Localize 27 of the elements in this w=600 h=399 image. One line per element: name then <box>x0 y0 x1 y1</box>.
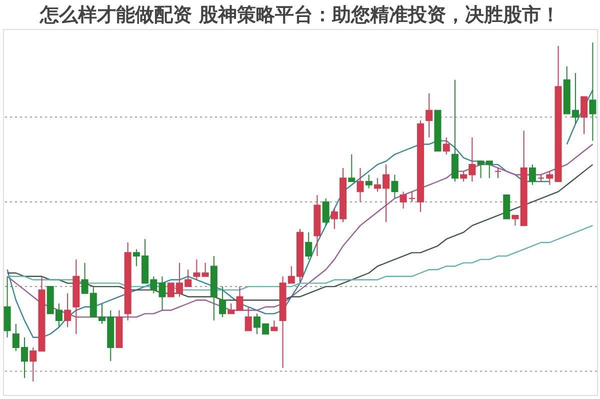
candlestick <box>348 154 356 182</box>
candlestick <box>451 79 458 182</box>
candlestick <box>494 167 502 179</box>
chart-title: 怎么样才能做配资 股神策略平台：助您精准投资，决胜股市！ <box>39 4 560 26</box>
candlestick <box>4 276 11 338</box>
candlestick <box>408 191 416 202</box>
candlestick <box>426 92 433 138</box>
candlestick <box>64 292 72 328</box>
candlestick <box>219 286 226 318</box>
candlestick <box>270 320 278 332</box>
candlestick <box>305 232 312 260</box>
candlestick <box>244 306 252 332</box>
candlestick <box>400 191 407 210</box>
candlestick <box>365 174 372 189</box>
candlestick <box>193 258 200 280</box>
candlestick <box>202 262 209 277</box>
candlestick <box>580 96 588 135</box>
candlestick <box>512 214 519 226</box>
candlestick <box>158 276 166 311</box>
candlestick <box>528 164 536 186</box>
candlestick <box>503 194 510 220</box>
candlestick <box>391 174 398 199</box>
candlestick <box>322 198 330 226</box>
candlestick <box>356 167 364 202</box>
candlestick <box>589 42 596 142</box>
candlestick <box>442 136 450 155</box>
candlestick <box>546 170 554 186</box>
